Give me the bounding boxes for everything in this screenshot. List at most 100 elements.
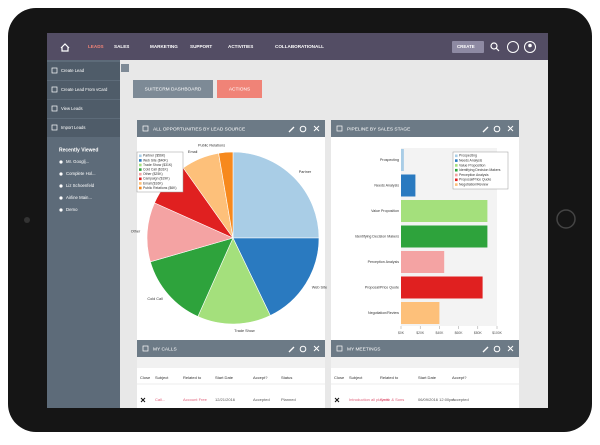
recent-item: Liz Schoenfeld [66,183,95,188]
y-category-label: Proposal/Price Quote [365,285,399,289]
tab-label: ACTIONS [229,86,250,92]
recent-item: Demo [66,207,78,212]
action-icon [51,67,58,74]
sidebar-action[interactable] [47,100,120,118]
nav-item: ALL [315,44,324,49]
legend-label: Identifying Decision Makers [459,168,501,172]
table-cell: Accepted [452,397,469,402]
table-cell: Call... [155,397,165,402]
dashlet-header [137,120,325,137]
pie-slice [232,151,320,239]
bar [401,225,488,248]
table-cell: 06/09/2016 12:00pm [418,397,455,402]
recent-icon [59,160,63,164]
slice-label: Other [131,229,141,233]
search-icon[interactable] [490,42,498,50]
slice-label: Cold Call [147,297,163,301]
sidebar-action[interactable] [47,119,120,137]
nav-item: LEADS [88,44,104,49]
dashlet-header [137,340,325,357]
pie-slice [149,237,234,317]
y-category-label: Value Proposition [371,209,399,213]
close-icon[interactable] [313,125,320,132]
dashlet-icon [142,345,149,352]
y-category-label: Prospecting [380,158,399,162]
legend-swatch [139,182,142,185]
edit-icon[interactable] [288,346,295,353]
refresh-icon[interactable] [493,345,501,353]
column-header: Accept? [253,375,268,380]
sidebar-action[interactable] [47,62,120,80]
edit-icon[interactable] [482,126,489,133]
legend-label: Perception Analysis [459,173,489,177]
dashboard-tab[interactable] [133,80,213,98]
y-category-label: Needs Analysis [374,183,399,187]
refresh-icon[interactable] [299,125,307,133]
profile-head [528,43,532,48]
nav-item: ACTIVITIES [228,44,253,49]
pie-slice [197,237,271,325]
dashlet-icon [142,125,149,132]
recent-icon [59,208,63,212]
edit-icon[interactable] [288,126,295,133]
notification-icon[interactable] [507,41,519,53]
dashlet-icon [336,345,343,352]
column-header: Accept? [452,375,467,380]
column-header: Close [140,375,151,380]
legend-swatch [139,159,142,162]
nav-item: SALES [114,44,129,49]
search-icon-handle [495,47,500,52]
sidebar-action-label: Import Leads [61,125,85,130]
recent-item: Mr. Googlj... [66,159,89,164]
close-icon[interactable] [507,125,514,132]
column-header: Related to [380,375,399,380]
sidebar-action[interactable] [47,81,120,99]
close-icon[interactable] [507,345,514,352]
y-category-label: Negotiation/Review [368,311,399,315]
legend-label: Partner ($56K) [143,154,165,158]
refresh-icon[interactable] [299,345,307,353]
close-row-icon[interactable] [140,397,146,403]
x-tick-label: $40K [435,331,444,335]
legend-label: Needs Analysis [459,158,482,162]
legend-label: Cold Call ($31K) [143,167,168,171]
bar [401,251,445,273]
slice-label: Partner [299,170,312,174]
table-toolbar [331,357,519,368]
dashboard-tab[interactable] [217,80,262,98]
collapse-button[interactable] [121,64,129,72]
dashlet-title: MY CALLS [153,346,177,352]
refresh-icon[interactable] [493,125,501,133]
sidebar-action-label: Create Lead [61,68,85,73]
legend-label: Public Relations ($6K) [143,186,177,190]
recent-icon [59,172,63,176]
recent-icon [59,184,63,188]
profile-icon[interactable] [524,41,536,53]
column-header: Subject [155,375,169,380]
edit-icon[interactable] [482,346,489,353]
legend-label: Negotiation/Review [459,182,489,186]
action-icon [51,124,58,131]
dashlet-icon [336,125,343,132]
recent-title: Recently Viewed [59,147,98,153]
legend-swatch [455,168,458,172]
legend-swatch [455,159,458,162]
table-cell: Smith & Sons [380,397,404,402]
create-button[interactable] [452,41,484,53]
legend-swatch [455,164,458,167]
action-icon [51,105,58,112]
y-category-label: Perception Analysis [368,260,400,264]
x-tick-label: $80K [474,331,483,335]
close-row-icon[interactable] [334,397,340,403]
dashlet-header [331,120,519,137]
bar [401,174,416,197]
table-toolbar [137,357,325,368]
action-icon [51,86,58,93]
sidebar-action-label: View Leads [61,106,83,111]
camera [24,217,30,223]
home-icon[interactable] [60,43,70,52]
legend-swatch [455,183,458,186]
recent-item: Airline Main... [66,195,92,200]
close-icon[interactable] [313,345,320,352]
